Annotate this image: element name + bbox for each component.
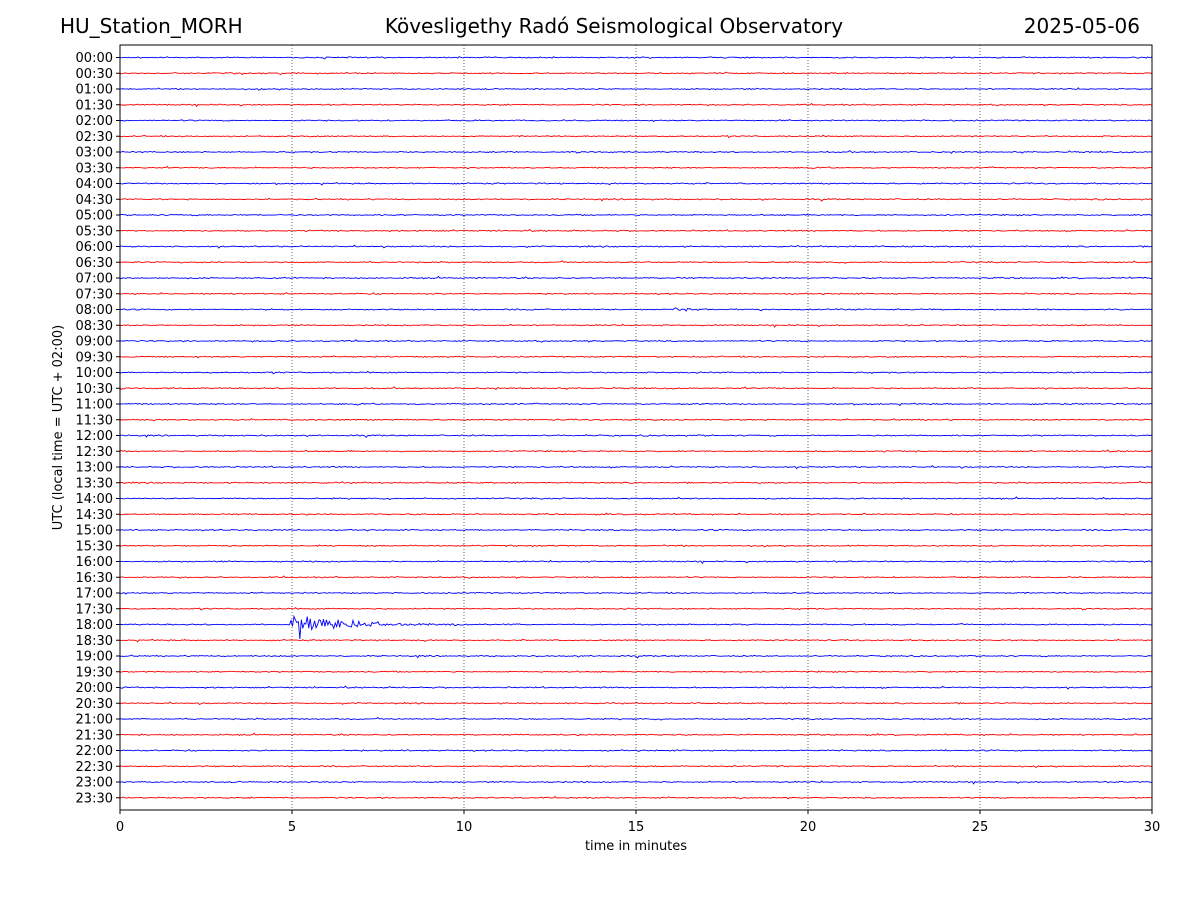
grid-lines — [291, 45, 981, 810]
y-tick-label: 00:00 — [76, 51, 113, 66]
trace-2330 — [119, 795, 1153, 800]
trace-0500 — [119, 213, 1153, 217]
y-tick-label: 12:00 — [76, 429, 113, 444]
trace-1530 — [119, 544, 1153, 548]
y-tick-label: 07:30 — [76, 287, 113, 302]
y-tick-label: 08:30 — [76, 319, 113, 334]
x-tick-label: 10 — [456, 820, 473, 835]
y-tick-label: 13:00 — [76, 461, 113, 476]
trace-0700 — [119, 275, 1153, 280]
y-tick-label: 21:30 — [76, 728, 113, 743]
y-tick-label: 02:00 — [76, 114, 113, 129]
y-tick-label: 17:30 — [76, 602, 113, 617]
x-tick-label: 30 — [1144, 820, 1161, 835]
trace-0100 — [119, 87, 1153, 91]
y-tick-label: 17:00 — [76, 587, 113, 602]
trace-0530 — [119, 228, 1153, 233]
y-tick-label: 02:30 — [76, 130, 113, 145]
y-tick-label: 01:30 — [76, 98, 113, 113]
trace-0330 — [119, 165, 1153, 170]
trace-1230 — [119, 449, 1153, 453]
trace-1700 — [119, 591, 1153, 595]
y-tick-label: 18:00 — [76, 618, 113, 633]
trace-0730 — [119, 292, 1153, 296]
y-tick-label: 19:00 — [76, 650, 113, 665]
x-tick-label: 25 — [972, 820, 989, 835]
x-axis-label: time in minutes — [585, 839, 687, 854]
trace-2230 — [119, 764, 1153, 768]
observatory-title: Kövesligethy Radó Seismological Observat… — [384, 14, 844, 38]
y-tick-label: 11:00 — [76, 398, 113, 413]
y-tick-label: 12:30 — [76, 445, 113, 460]
trace-0900 — [119, 339, 1153, 343]
y-tick-label: 03:00 — [76, 146, 113, 161]
trace-1430 — [119, 512, 1153, 516]
y-tick-label: 14:00 — [76, 492, 113, 507]
x-tick-label: 0 — [116, 820, 124, 835]
y-tick-label: 05:00 — [76, 209, 113, 224]
y-tick-label: 05:30 — [76, 224, 113, 239]
y-tick-label: 16:00 — [76, 555, 113, 570]
y-tick-label: 20:00 — [76, 681, 113, 696]
x-tick-label: 15 — [628, 820, 645, 835]
trace-1500 — [119, 528, 1153, 532]
y-tick-label: 06:30 — [76, 256, 113, 271]
y-tick-labels: 00:0000:3001:0001:3002:0002:3003:0003:30… — [76, 51, 120, 806]
y-tick-label: 01:00 — [76, 83, 113, 98]
y-tick-label: 18:30 — [76, 634, 113, 649]
y-tick-label: 04:00 — [76, 177, 113, 192]
y-tick-label: 23:00 — [76, 776, 113, 791]
trace-2300 — [119, 780, 1153, 785]
x-tick-label: 5 — [288, 820, 296, 835]
x-tick-label: 20 — [800, 820, 817, 835]
y-tick-label: 08:00 — [76, 303, 113, 318]
trace-0930 — [119, 355, 1153, 359]
y-tick-label: 15:30 — [76, 539, 113, 554]
x-tick-labels: 0 5 10 15 20 25 30 — [116, 810, 1160, 835]
trace-2100 — [119, 716, 1153, 721]
trace-1300 — [119, 465, 1153, 470]
trace-1100 — [119, 402, 1153, 407]
trace-0830 — [119, 323, 1153, 328]
y-tick-label: 11:30 — [76, 413, 113, 428]
y-tick-label: 13:30 — [76, 476, 113, 491]
y-tick-label: 04:30 — [76, 193, 113, 208]
y-tick-label: 16:30 — [76, 571, 113, 586]
y-tick-label: 09:30 — [76, 350, 113, 365]
y-tick-label: 22:30 — [76, 760, 113, 775]
y-tick-label: 03:30 — [76, 161, 113, 176]
y-tick-label: 09:00 — [76, 335, 113, 350]
trace-1900 — [119, 654, 1153, 659]
y-tick-label: 00:30 — [76, 67, 113, 82]
y-axis-label: UTC (local time = UTC + 02:00) — [51, 325, 66, 530]
trace-1630 — [119, 575, 1153, 579]
y-tick-label: 21:00 — [76, 713, 113, 728]
y-tick-label: 10:30 — [76, 382, 113, 397]
y-tick-label: 10:00 — [76, 366, 113, 381]
record-date: 2025-05-06 — [1023, 14, 1140, 38]
y-tick-label: 14:30 — [76, 508, 113, 523]
y-tick-label: 15:00 — [76, 524, 113, 539]
y-tick-label: 07:00 — [76, 272, 113, 287]
y-tick-label: 20:30 — [76, 697, 113, 712]
y-tick-label: 23:30 — [76, 791, 113, 806]
trace-0630 — [119, 260, 1153, 264]
y-tick-label: 06:00 — [76, 240, 113, 255]
y-tick-label: 19:30 — [76, 665, 113, 680]
station-name: HU_Station_MORH — [60, 14, 243, 38]
trace-0300 — [119, 149, 1153, 154]
y-tick-label: 22:00 — [76, 744, 113, 759]
